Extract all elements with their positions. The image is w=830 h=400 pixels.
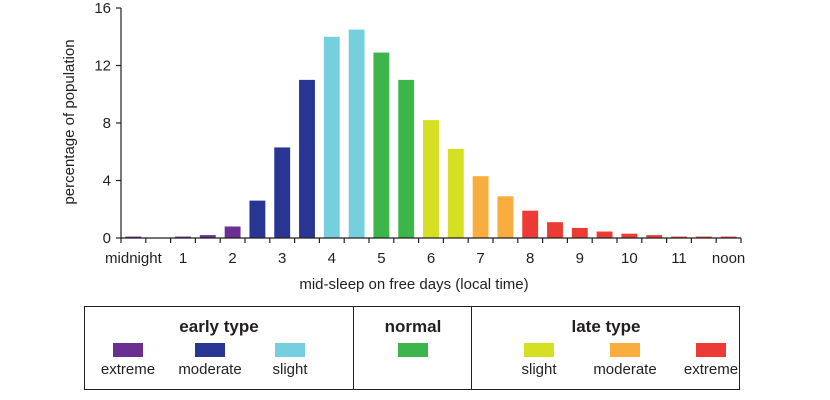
bar bbox=[720, 236, 737, 238]
bar bbox=[125, 236, 142, 238]
x-axis: midnight 1 2 3 4 5 6 7 8 9 10 11 noon bbox=[105, 237, 745, 267]
legend-label: slight bbox=[521, 361, 557, 378]
legend-item-late-slight: slight bbox=[489, 343, 589, 378]
bar bbox=[348, 29, 365, 238]
legend-title-normal: normal bbox=[384, 317, 442, 336]
bar-series bbox=[125, 29, 737, 238]
legend-group-late: late type slight moderate extreme bbox=[471, 307, 740, 389]
y-tick-label: 16 bbox=[94, 0, 111, 17]
legend-swatch bbox=[696, 343, 726, 357]
bar bbox=[175, 236, 191, 238]
legend-swatch bbox=[610, 343, 640, 357]
x-tick-label: 3 bbox=[278, 250, 286, 267]
legend-title-late: late type bbox=[571, 317, 641, 336]
legend-swatch bbox=[524, 343, 554, 357]
legend-group-early: early type extreme moderate slight bbox=[85, 307, 353, 389]
x-tick-label: 5 bbox=[377, 250, 385, 267]
x-tick-label: 9 bbox=[576, 250, 584, 267]
bar bbox=[621, 233, 638, 238]
legend-item-normal bbox=[363, 343, 463, 357]
x-tick-label: noon bbox=[712, 250, 745, 267]
bar bbox=[224, 226, 241, 238]
y-tick-label: 0 bbox=[103, 230, 111, 247]
bar bbox=[398, 79, 415, 238]
bar bbox=[596, 231, 613, 238]
bar bbox=[447, 148, 464, 238]
legend-label: moderate bbox=[593, 361, 657, 378]
bar bbox=[695, 236, 712, 238]
bar bbox=[547, 222, 563, 238]
bar bbox=[571, 227, 588, 238]
bar bbox=[472, 176, 489, 238]
legend: early type extreme moderate slight norma… bbox=[84, 306, 740, 390]
bar bbox=[299, 79, 315, 238]
legend-label: extreme bbox=[100, 361, 156, 378]
legend-group-normal: normal bbox=[353, 307, 472, 389]
x-tick-label: 6 bbox=[427, 250, 435, 267]
legend-item-early-moderate: moderate bbox=[160, 343, 260, 378]
x-tick-label: 7 bbox=[476, 250, 484, 267]
legend-label: slight bbox=[272, 361, 308, 378]
legend-swatch bbox=[275, 343, 305, 357]
y-tick-label: 8 bbox=[103, 115, 111, 132]
y-tick-label: 12 bbox=[94, 58, 111, 75]
bar bbox=[497, 196, 514, 238]
legend-swatch bbox=[113, 343, 143, 357]
x-axis-label: mid-sleep on free days (local time) bbox=[299, 276, 528, 293]
x-tick-label: 8 bbox=[526, 250, 534, 267]
legend-item-late-extreme: extreme bbox=[661, 343, 761, 378]
y-tick-label: 4 bbox=[103, 173, 111, 190]
legend-swatch bbox=[195, 343, 225, 357]
bar bbox=[671, 236, 687, 238]
legend-item-late-moderate: moderate bbox=[575, 343, 675, 378]
bar bbox=[199, 235, 216, 238]
legend-swatch bbox=[398, 343, 428, 357]
legend-label: moderate bbox=[178, 361, 242, 378]
x-tick-label: 4 bbox=[328, 250, 336, 267]
x-tick-label: midnight bbox=[105, 250, 163, 267]
bar bbox=[274, 147, 291, 238]
x-tick-label: 2 bbox=[228, 250, 236, 267]
x-tick-label: 10 bbox=[621, 250, 638, 267]
bar bbox=[646, 235, 663, 238]
bar bbox=[249, 200, 266, 238]
bar bbox=[522, 210, 539, 238]
bar bbox=[423, 120, 439, 238]
bar bbox=[323, 36, 340, 238]
legend-label: extreme bbox=[683, 361, 739, 378]
legend-item-early-extreme: extreme bbox=[78, 343, 178, 378]
x-tick-label: 1 bbox=[179, 250, 187, 267]
y-axis-label: percentage of population bbox=[61, 39, 78, 204]
bar bbox=[373, 52, 390, 238]
legend-title-early: early type bbox=[179, 317, 259, 336]
x-tick-label: 11 bbox=[671, 250, 687, 267]
y-axis: 0 4 8 12 16 bbox=[94, 0, 122, 247]
legend-item-early-slight: slight bbox=[240, 343, 340, 378]
